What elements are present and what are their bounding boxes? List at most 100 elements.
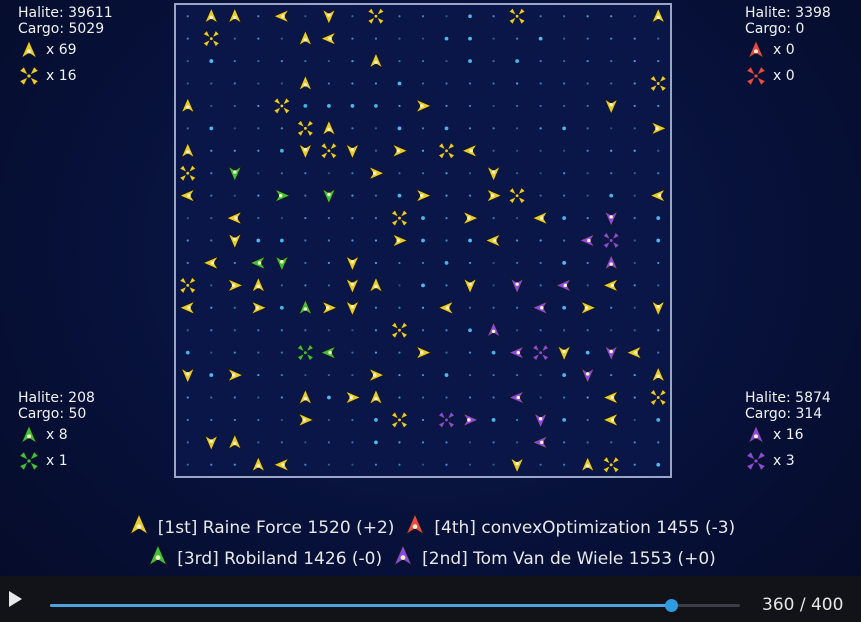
dropoff-icon[interactable]	[508, 7, 526, 25]
ship-icon[interactable]	[437, 300, 455, 316]
ship-icon[interactable]	[531, 435, 549, 450]
ship-icon[interactable]	[531, 210, 549, 226]
ship-icon[interactable]	[298, 29, 313, 47]
ship-icon[interactable]	[508, 390, 525, 405]
ship-icon[interactable]	[650, 121, 668, 136]
ship-icon[interactable]	[368, 165, 385, 181]
ship-icon[interactable]	[602, 412, 620, 428]
dropoff-icon[interactable]	[508, 187, 526, 205]
dropoff-icon[interactable]	[273, 97, 291, 115]
dropoff-icon[interactable]	[179, 276, 197, 294]
ship-icon[interactable]	[391, 233, 409, 248]
ship-icon[interactable]	[603, 253, 619, 271]
ship-icon[interactable]	[345, 299, 360, 317]
ship-icon[interactable]	[319, 31, 337, 46]
ship-icon[interactable]	[484, 233, 502, 248]
dropoff-icon[interactable]	[649, 388, 667, 407]
ship-icon[interactable]	[650, 366, 666, 383]
ship-icon[interactable]	[321, 119, 337, 137]
ship-icon[interactable]	[391, 143, 409, 159]
ship-icon[interactable]	[227, 165, 243, 183]
ship-icon[interactable]	[603, 98, 619, 115]
ship-icon[interactable]	[321, 8, 337, 26]
ship-icon[interactable]	[272, 457, 290, 473]
ship-icon[interactable]	[486, 321, 501, 339]
dropoff-icon[interactable]	[390, 209, 408, 227]
seek-track[interactable]	[50, 599, 740, 612]
ship-icon[interactable]	[272, 8, 290, 24]
ship-icon[interactable]	[579, 300, 597, 316]
ship-icon[interactable]	[319, 345, 337, 360]
dropoff-icon[interactable]	[179, 164, 197, 182]
ship-icon[interactable]	[180, 141, 196, 159]
ship-icon[interactable]	[250, 300, 268, 316]
ship-icon[interactable]	[625, 345, 643, 360]
ship-icon[interactable]	[321, 300, 338, 316]
dropoff-icon[interactable]	[390, 321, 408, 339]
ship-icon[interactable]	[274, 188, 291, 203]
ship-icon[interactable]	[274, 255, 290, 272]
ship-icon[interactable]	[602, 278, 620, 293]
dropoff-icon[interactable]	[320, 142, 338, 160]
ship-icon[interactable]	[509, 277, 525, 295]
ship-icon[interactable]	[204, 7, 219, 25]
ship-icon[interactable]	[509, 456, 525, 474]
ship-icon[interactable]	[556, 344, 572, 362]
ship-icon[interactable]	[249, 255, 267, 271]
ship-icon[interactable]	[486, 165, 501, 183]
ship-icon[interactable]	[533, 412, 548, 429]
ship-icon[interactable]	[345, 142, 360, 160]
ship-icon[interactable]	[345, 277, 360, 295]
ship-icon[interactable]	[462, 412, 480, 428]
ship-icon[interactable]	[602, 390, 620, 405]
ship-icon[interactable]	[415, 188, 433, 203]
ship-icon[interactable]	[226, 278, 244, 293]
ship-icon[interactable]	[204, 434, 219, 452]
ship-icon[interactable]	[462, 210, 480, 226]
ship-icon[interactable]	[462, 277, 478, 295]
ship-icon[interactable]	[368, 52, 384, 69]
dropoff-icon[interactable]	[296, 344, 314, 362]
dropoff-icon[interactable]	[438, 411, 456, 429]
ship-icon[interactable]	[368, 388, 384, 406]
ship-icon[interactable]	[415, 98, 433, 114]
ship-icon[interactable]	[298, 298, 313, 316]
ship-icon[interactable]	[180, 367, 196, 385]
ship-icon[interactable]	[650, 299, 666, 317]
ship-icon[interactable]	[580, 455, 595, 473]
ship-icon[interactable]	[178, 188, 196, 203]
ship-icon[interactable]	[227, 232, 243, 250]
ship-icon[interactable]	[297, 412, 315, 428]
ship-icon[interactable]	[485, 188, 503, 203]
game-board[interactable]	[174, 3, 672, 478]
ship-icon[interactable]	[202, 255, 220, 271]
ship-icon[interactable]	[321, 187, 337, 205]
ship-icon[interactable]	[580, 367, 595, 385]
dropoff-icon[interactable]	[296, 119, 314, 137]
ship-icon[interactable]	[180, 96, 196, 114]
dropoff-icon[interactable]	[438, 142, 456, 160]
dropoff-icon[interactable]	[202, 30, 220, 48]
ship-icon[interactable]	[603, 344, 619, 362]
ship-icon[interactable]	[603, 210, 619, 228]
ship-icon[interactable]	[368, 367, 385, 383]
dropoff-icon[interactable]	[367, 7, 385, 25]
ship-icon[interactable]	[251, 455, 266, 473]
seek-thumb[interactable]	[665, 599, 678, 612]
ship-icon[interactable]	[225, 210, 243, 226]
ship-icon[interactable]	[178, 300, 196, 316]
ship-icon[interactable]	[461, 143, 478, 159]
ship-icon[interactable]	[531, 300, 549, 316]
dropoff-icon[interactable]	[602, 231, 620, 250]
dropoff-icon[interactable]	[532, 344, 550, 362]
ship-icon[interactable]	[555, 278, 572, 293]
ship-icon[interactable]	[227, 7, 243, 25]
ship-icon[interactable]	[298, 74, 313, 92]
ship-icon[interactable]	[298, 142, 313, 160]
ship-icon[interactable]	[508, 345, 525, 360]
ship-icon[interactable]	[345, 255, 360, 272]
ship-icon[interactable]	[251, 276, 266, 294]
ship-icon[interactable]	[578, 233, 596, 248]
ship-icon[interactable]	[298, 388, 313, 406]
ship-icon[interactable]	[650, 7, 666, 25]
